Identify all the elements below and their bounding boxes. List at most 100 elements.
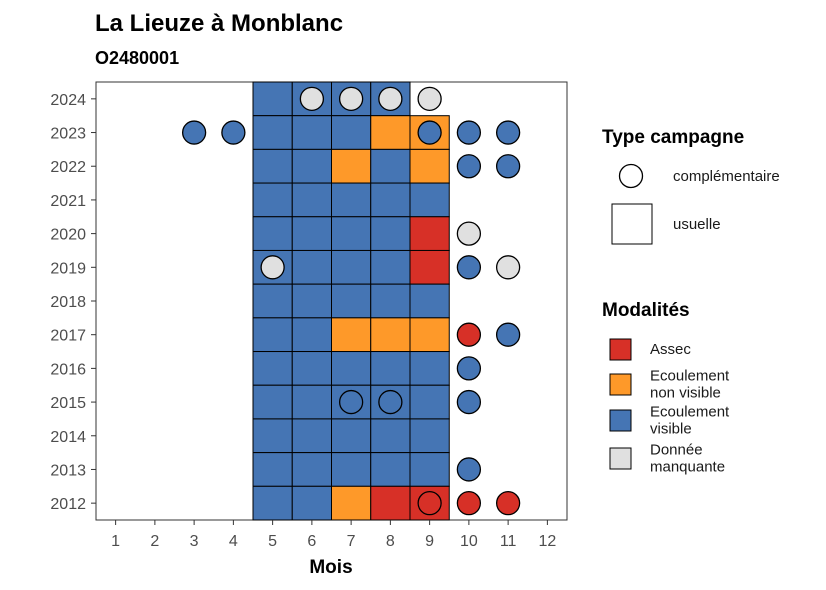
tile-2023-8 <box>370 115 411 150</box>
tile-2012-6 <box>291 485 332 521</box>
tile-2013-5 <box>252 452 293 487</box>
complementaire-points <box>181 86 521 516</box>
legend-modalites-title: Modalités <box>602 300 690 321</box>
tile-2012-7 <box>331 485 372 521</box>
point-2022-11 <box>495 154 521 179</box>
tile-2022-6 <box>291 148 332 184</box>
tile-2018-7 <box>331 283 372 319</box>
point-2024-6 <box>299 86 325 111</box>
tile-2013-9 <box>409 452 450 487</box>
tile-2018-5 <box>252 283 293 319</box>
y-tick-label: 2012 <box>50 496 86 513</box>
tile-2016-7 <box>331 351 372 386</box>
tile-2014-7 <box>331 418 372 454</box>
point-2023-9 <box>417 120 442 145</box>
point-2020-10 <box>456 221 482 246</box>
chart-title: La Lieuze à Monblanc <box>95 10 343 37</box>
tile-2022-8 <box>370 148 411 184</box>
legend-circle-key <box>618 163 644 189</box>
tile-2012-8 <box>370 485 411 521</box>
tile-2021-7 <box>331 182 372 218</box>
tile-2018-9 <box>409 283 450 319</box>
legend-type-title: Type campagne <box>602 127 744 148</box>
tile-2021-5 <box>252 182 293 218</box>
point-2022-10 <box>456 154 482 179</box>
x-tick-label: 11 <box>500 533 517 550</box>
point-2019-11 <box>495 255 521 280</box>
x-tick-label: 12 <box>538 533 556 550</box>
tile-2014-8 <box>370 418 411 454</box>
chart-subtitle: O2480001 <box>95 48 179 68</box>
legend-swatch <box>609 338 632 361</box>
y-tick-label: 2021 <box>50 193 86 210</box>
legend-square-key <box>611 203 653 245</box>
legend-modalite-label: non visible <box>650 385 721 402</box>
y-tick-label: 2018 <box>50 294 86 311</box>
tile-2019-9 <box>409 249 450 285</box>
tile-2014-6 <box>291 418 332 454</box>
tile-2020-8 <box>370 216 411 251</box>
x-tick-label: 8 <box>386 533 395 550</box>
tile-2019-7 <box>331 249 372 285</box>
x-tick-label: 5 <box>268 533 277 550</box>
point-2017-10 <box>456 322 482 347</box>
tile-2016-5 <box>252 351 293 386</box>
tile-2019-6 <box>291 249 332 285</box>
legend-swatch <box>609 447 632 470</box>
tile-2015-9 <box>409 384 450 420</box>
point-2012-9 <box>417 491 442 516</box>
x-tick-label: 2 <box>150 533 159 550</box>
legend-swatch <box>609 373 632 396</box>
point-2024-8 <box>378 86 403 111</box>
tile-2020-5 <box>252 216 293 251</box>
point-2023-3 <box>181 120 207 145</box>
tile-2014-9 <box>409 418 450 454</box>
y-tick-label: 2022 <box>50 159 86 176</box>
point-2023-11 <box>495 120 521 145</box>
tile-2013-6 <box>291 452 332 487</box>
x-tick-label: 4 <box>229 533 238 550</box>
y-tick-label: 2017 <box>50 328 86 345</box>
x-tick-label: 1 <box>111 533 120 550</box>
point-2015-8 <box>378 389 403 415</box>
tile-2021-8 <box>370 182 411 218</box>
y-tick-label: 2014 <box>50 429 86 446</box>
legend-swatch <box>609 409 632 432</box>
tile-2018-6 <box>291 283 332 319</box>
tile-2024-5 <box>252 81 293 117</box>
point-2015-10 <box>456 389 482 415</box>
legend-modalite-label: Donnée <box>650 442 703 459</box>
tile-2020-6 <box>291 216 332 251</box>
tile-2015-5 <box>252 384 293 420</box>
tile-2016-8 <box>370 351 411 386</box>
legend-type-campagne: Type campagne complémentaire usuelle <box>602 127 780 245</box>
tile-2022-9 <box>409 148 450 184</box>
point-2017-11 <box>495 322 521 347</box>
point-2019-5 <box>260 255 285 280</box>
x-axis: 1 2 3 4 5 6 7 8 9 10 11 12 <box>111 520 556 550</box>
x-tick-label: 9 <box>425 533 434 550</box>
legend-type-label: complémentaire <box>673 168 780 185</box>
tile-2021-6 <box>291 182 332 218</box>
tile-2020-9 <box>409 216 450 251</box>
tile-2019-8 <box>370 249 411 285</box>
legend-type-label: usuelle <box>673 216 721 233</box>
tile-2016-9 <box>409 351 450 386</box>
y-tick-label: 2015 <box>50 395 86 412</box>
legend-modalite-label: Assec <box>650 341 691 358</box>
point-2024-7 <box>338 86 364 111</box>
tile-2015-6 <box>291 384 332 420</box>
legend-modalite-label: Ecoulement <box>650 368 730 385</box>
x-axis-title: Mois <box>309 557 352 578</box>
tile-2021-9 <box>409 182 450 218</box>
x-tick-label: 10 <box>460 533 478 550</box>
point-2016-10 <box>456 356 482 381</box>
tile-2017-5 <box>252 317 293 353</box>
usuelle-cells <box>252 81 450 521</box>
tile-2023-5 <box>252 115 293 150</box>
point-2012-10 <box>456 491 482 516</box>
y-tick-label: 2016 <box>50 361 86 378</box>
y-tick-label: 2020 <box>50 227 86 244</box>
